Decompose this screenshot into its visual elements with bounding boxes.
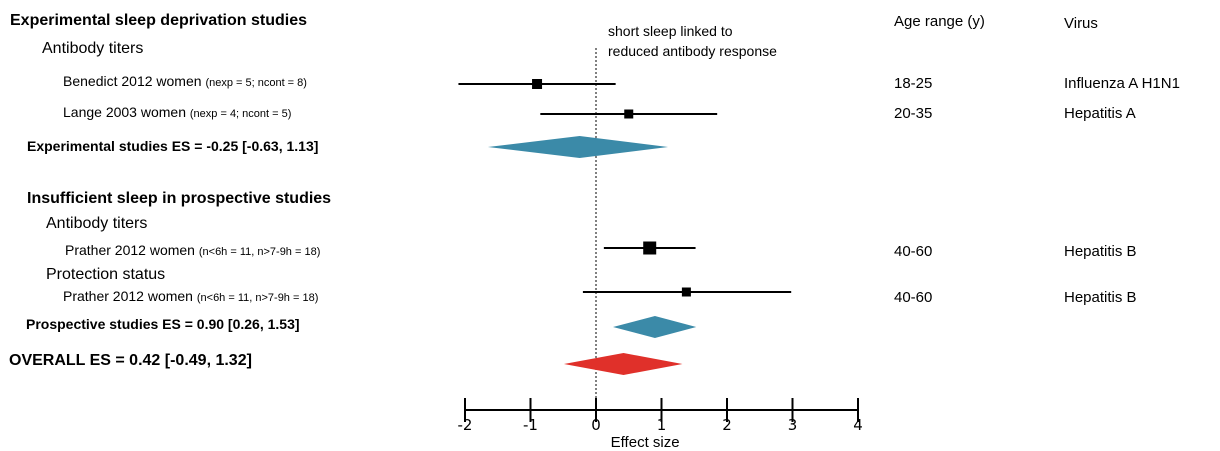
virus-benedict: Influenza A H1N1 <box>1064 75 1180 92</box>
summary-label-overall: OVERALL ES = 0.42 [-0.49, 1.32] <box>9 352 252 369</box>
summary-label-prospective: Prospective studies ES = 0.90 [0.26, 1.5… <box>26 316 300 332</box>
point-estimate <box>643 241 657 255</box>
point-estimate <box>532 79 543 89</box>
study-name: Benedict 2012 women <box>63 73 202 89</box>
x-tick-label: 1 <box>657 416 667 434</box>
study-label-benedict: Benedict 2012 women (nexp = 5; ncont = 8… <box>63 74 307 89</box>
x-tick-label: 2 <box>722 416 732 434</box>
summary-diamond-overall <box>563 353 683 375</box>
study-sample-sizes: (nexp = 5; ncont = 8) <box>205 77 307 89</box>
summary-diamond-experimental <box>487 136 669 158</box>
study-sample-sizes: (n<6h = 11, n>7-9h = 18) <box>196 292 319 304</box>
summary-label-experimental: Experimental studies ES = -0.25 [-0.63, … <box>27 138 319 154</box>
age-range-prather-protection: 40-60 <box>894 289 933 306</box>
annotation-line-2: reduced antibody response <box>608 43 777 59</box>
study-label-prather-protection: Prather 2012 women (n<6h = 11, n>7-9h = … <box>63 289 318 304</box>
point-estimate <box>624 109 634 119</box>
section-title-prospective: Insufficient sleep in prospective studie… <box>27 190 332 207</box>
subgroup-antibody-titers-prospective: Antibody titers <box>46 215 148 232</box>
subgroup-antibody-titers-experimental: Antibody titers <box>42 40 144 57</box>
x-tick-label: -1 <box>523 416 538 434</box>
column-header-virus: Virus <box>1064 15 1098 32</box>
subgroup-protection-status: Protection status <box>46 266 166 283</box>
study-sample-sizes: (n<6h = 11, n>7-9h = 18) <box>198 246 321 258</box>
column-header-age: Age range (y) <box>894 13 985 30</box>
age-range-lange: 20-35 <box>894 105 933 122</box>
point-estimate <box>681 287 691 297</box>
x-tick-label: 3 <box>788 416 798 434</box>
age-range-benedict: 18-25 <box>894 75 933 92</box>
section-title-experimental: Experimental sleep deprivation studies <box>10 12 307 29</box>
study-name: Prather 2012 women <box>65 242 195 258</box>
summary-diamond-prospective <box>613 316 697 338</box>
virus-lange: Hepatitis A <box>1064 105 1136 122</box>
study-name: Lange 2003 women <box>63 104 186 120</box>
x-tick-label: 4 <box>853 416 863 434</box>
virus-prather-protection: Hepatitis B <box>1064 289 1137 306</box>
study-label-lange: Lange 2003 women (nexp = 4; ncont = 5) <box>63 105 291 120</box>
study-label-prather-titers: Prather 2012 women (n<6h = 11, n>7-9h = … <box>65 243 320 258</box>
study-name: Prather 2012 women <box>63 288 193 304</box>
x-axis-label: Effect size <box>611 434 680 451</box>
age-range-prather-titers: 40-60 <box>894 243 933 260</box>
x-tick-label: 0 <box>591 416 601 434</box>
virus-prather-titers: Hepatitis B <box>1064 243 1137 260</box>
annotation-line-1: short sleep linked to <box>608 23 733 39</box>
x-tick-label: -2 <box>458 416 473 434</box>
study-sample-sizes: (nexp = 4; ncont = 5) <box>189 108 292 120</box>
